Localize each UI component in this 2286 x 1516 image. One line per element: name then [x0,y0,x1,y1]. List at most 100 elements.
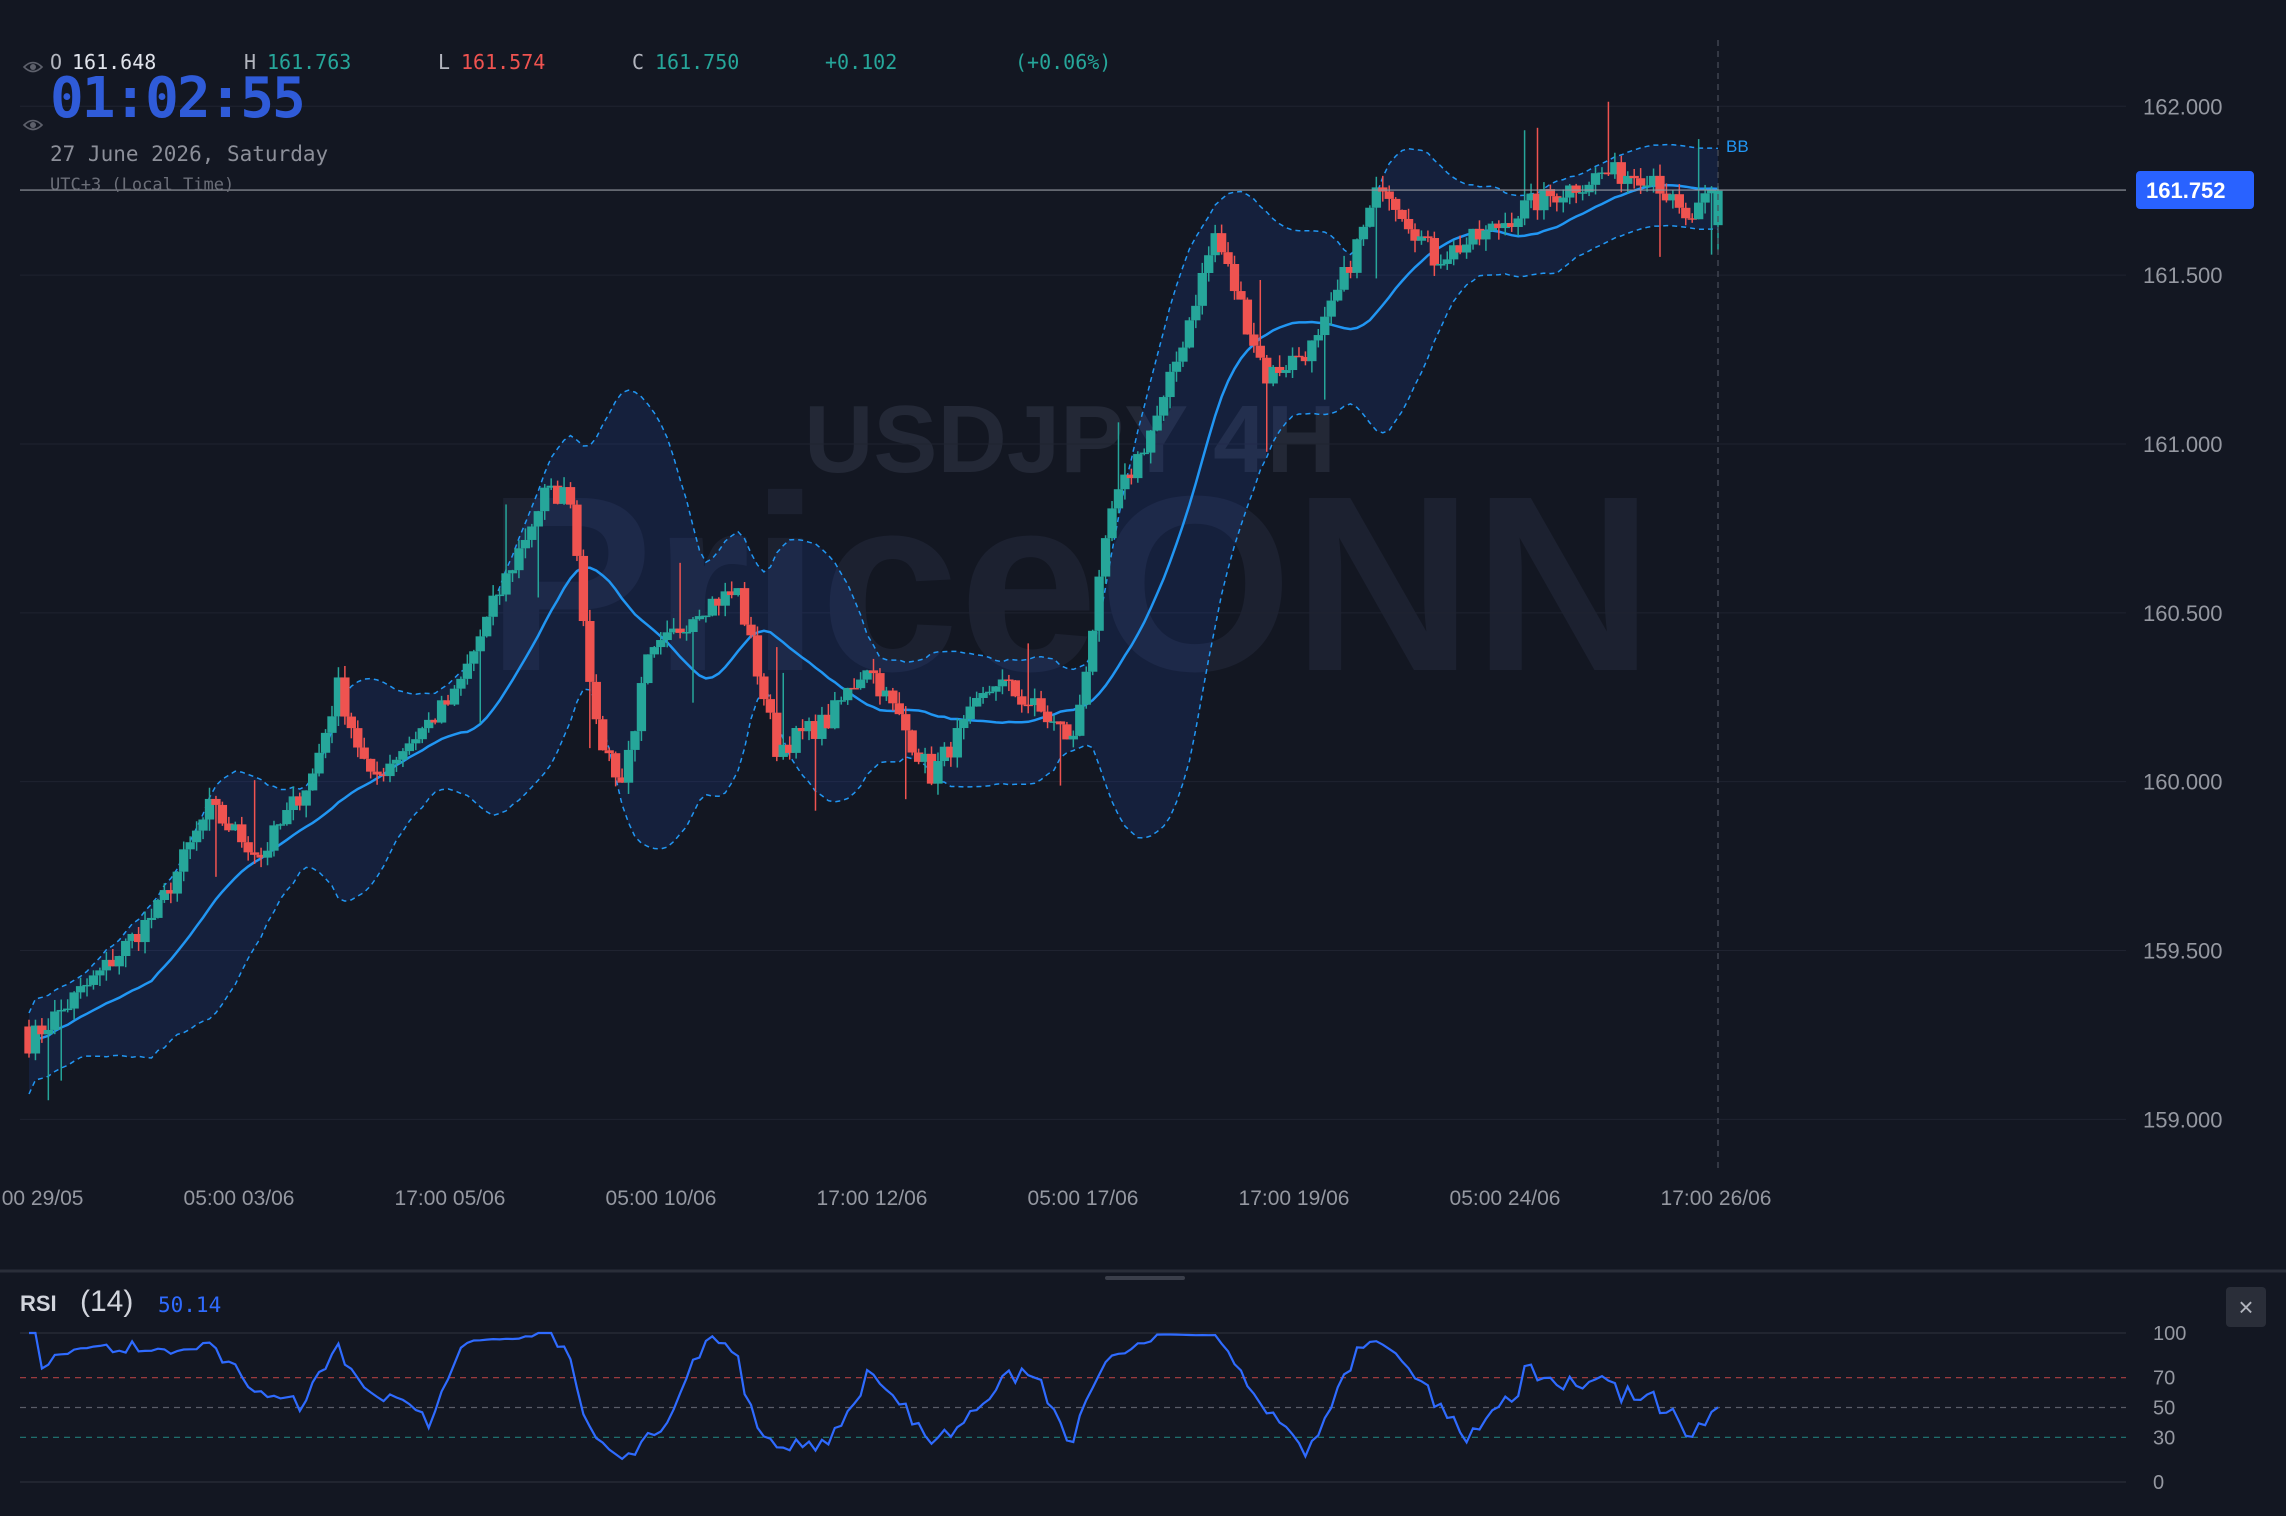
indicator-label: BB [1726,137,1749,156]
candle [133,927,144,951]
candle [1229,255,1240,300]
candle-body [1474,228,1485,240]
candle [1371,176,1381,279]
time-axis[interactable]: 17:00 29/05 05:00 03/06 17:00 05/06 05:00 1… [0,1187,1771,1210]
candle [830,691,840,730]
candle [1210,224,1220,263]
candle [37,1018,47,1043]
candle [269,820,279,857]
candle [868,658,879,684]
candle [823,703,834,729]
candle-body [430,719,440,723]
candle-body [1391,198,1401,210]
candle-body [514,548,524,571]
candle-body [1171,361,1182,372]
candle-body [752,635,763,677]
candle-body [1513,218,1523,227]
candle [933,752,943,795]
high-value: 161.763 [267,50,352,74]
candle-body [1088,630,1098,672]
candle [1681,202,1691,226]
eye-icon[interactable] [22,114,44,136]
candle [920,747,930,774]
time-tick-label: 17:00 26/06 [1661,1187,1772,1210]
candle [1133,451,1143,483]
candle-body [901,714,911,731]
candle-body [623,749,634,783]
candle [623,740,634,794]
candle-body [1152,415,1162,431]
candle-body [546,485,556,488]
candle-body [1158,397,1169,416]
candle [1068,730,1078,748]
close-icon[interactable]: × [2226,1287,2266,1327]
candle [114,955,124,975]
candle [540,484,550,520]
candle [24,1019,34,1058]
candle-body [1352,239,1362,273]
candle [1036,690,1046,713]
candle-body [217,804,228,824]
candle-body [146,917,157,920]
candle [398,748,408,768]
candle [501,504,511,602]
rsi-tick-label: 0 [2153,1472,2164,1494]
candle [1320,306,1330,400]
candle-body [1603,172,1614,175]
price-tick-label: 161.000 [2143,432,2223,457]
candle-body [288,796,298,811]
candle-body [1249,334,1259,346]
price-axis[interactable]: 162.000 161.500 161.000 160.500 160.000 159.5… [2143,94,2223,1132]
candle-body [37,1025,47,1035]
candle [1049,715,1059,731]
candle-body [1545,189,1556,197]
candle-body [1539,189,1549,211]
candle-body [1229,264,1240,292]
candle-body [1410,229,1420,241]
candle [88,970,99,990]
candle [1694,139,1704,220]
candle-body [443,700,453,705]
candle-body [1191,305,1201,321]
candle [1526,183,1536,209]
candle [243,836,253,861]
candle [1687,213,1697,223]
candle-body [939,746,950,762]
candle [952,718,962,768]
candle-body [295,796,305,806]
candle [520,528,531,559]
candle-body [63,1008,73,1011]
candle-body [649,647,659,655]
candle-body [1216,233,1227,253]
candle-body [1326,300,1336,317]
candle-body [1036,698,1046,712]
price-tick-label: 161.500 [2143,263,2223,288]
candle-body [488,595,498,617]
candle-body [101,959,112,971]
candle [1487,221,1498,232]
candle-body [662,632,672,641]
candle [198,817,208,840]
candle [295,792,305,811]
candles [24,101,1723,1101]
eye-icon[interactable] [22,56,44,78]
candle-body [449,688,460,705]
candle-body [140,919,150,943]
candle [411,731,421,751]
candle-body [849,687,859,690]
candle [617,768,627,783]
candle-body [785,744,795,753]
candle-body [739,588,750,625]
candle-body [1223,252,1233,265]
last-price-label: 161.752 [2146,178,2226,203]
candle [1120,463,1130,500]
candle-body [765,699,776,713]
candle [733,588,743,597]
price-tick-label: 162.000 [2143,94,2223,119]
candle-body [424,719,434,729]
candle-body [56,1009,66,1012]
candle-body [327,716,337,733]
candle-body [1055,721,1066,725]
candle [1236,281,1246,300]
